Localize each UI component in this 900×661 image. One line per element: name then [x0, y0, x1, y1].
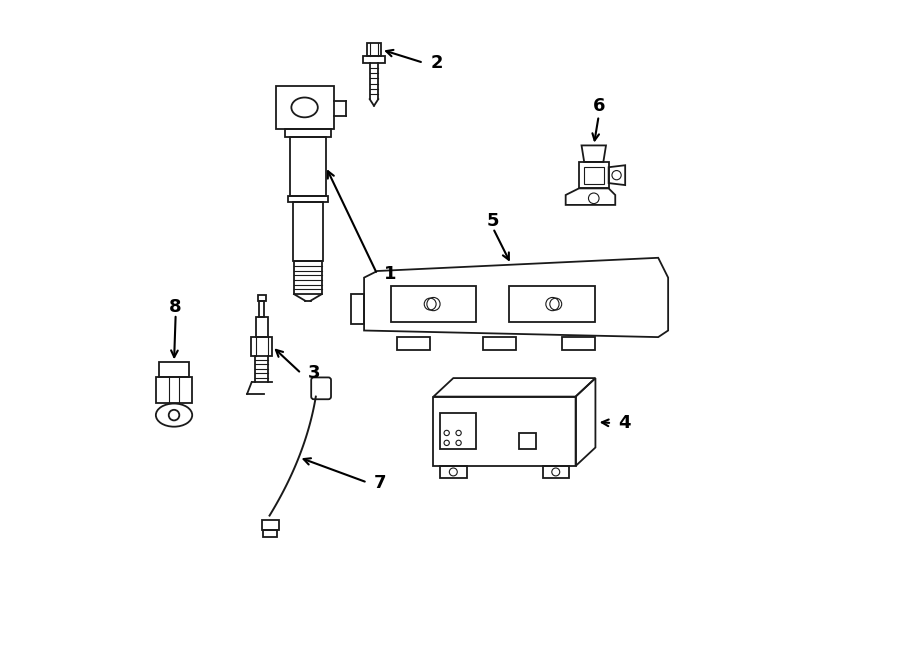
- Bar: [257, 295, 266, 301]
- Bar: [509, 286, 596, 323]
- Bar: [366, 43, 382, 56]
- Bar: [290, 137, 326, 196]
- Bar: [284, 129, 331, 137]
- Text: 8: 8: [169, 298, 182, 317]
- Bar: [519, 433, 536, 449]
- Bar: [562, 337, 596, 350]
- Text: 2: 2: [430, 54, 443, 72]
- Bar: [159, 362, 189, 377]
- Bar: [288, 196, 328, 202]
- Text: 6: 6: [592, 97, 605, 115]
- Bar: [363, 56, 385, 63]
- Text: 7: 7: [374, 473, 386, 492]
- Bar: [351, 294, 364, 324]
- Bar: [251, 337, 272, 356]
- Text: 4: 4: [618, 414, 631, 432]
- Text: 5: 5: [487, 212, 500, 231]
- Bar: [156, 377, 193, 403]
- Bar: [262, 520, 279, 530]
- Bar: [294, 261, 322, 294]
- Bar: [579, 162, 608, 188]
- Bar: [440, 466, 466, 478]
- Bar: [263, 530, 277, 537]
- Bar: [259, 301, 265, 317]
- Bar: [397, 337, 430, 350]
- Bar: [434, 397, 576, 466]
- Bar: [543, 466, 569, 478]
- Bar: [483, 337, 516, 350]
- Bar: [440, 413, 476, 449]
- Bar: [391, 286, 476, 323]
- Bar: [292, 202, 323, 261]
- Bar: [583, 167, 604, 184]
- Bar: [256, 317, 267, 337]
- Text: 1: 1: [384, 265, 396, 284]
- Text: 3: 3: [308, 364, 320, 383]
